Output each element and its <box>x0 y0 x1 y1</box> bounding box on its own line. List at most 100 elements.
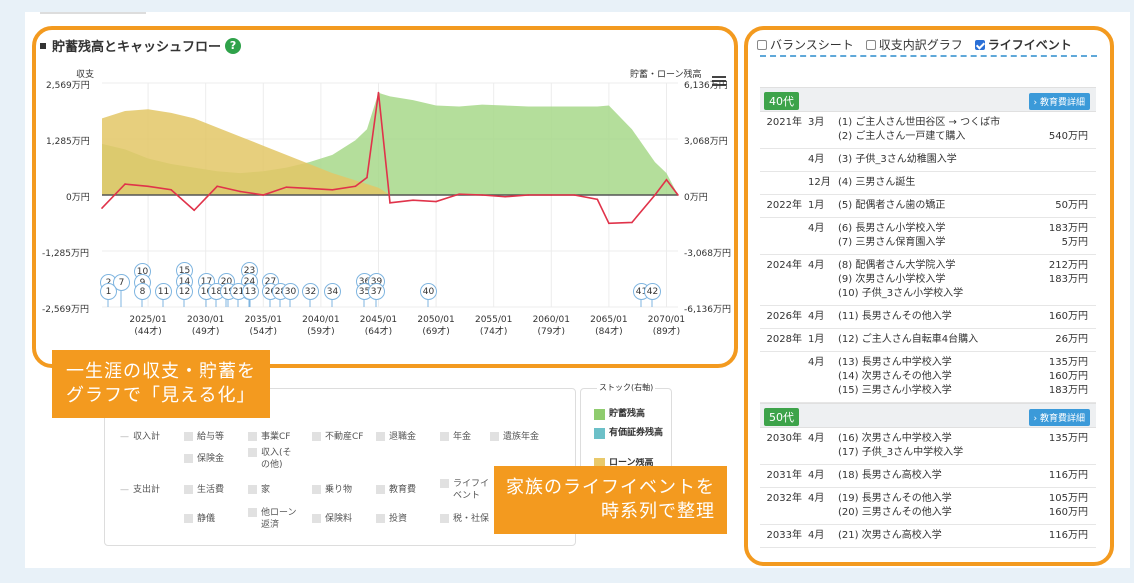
event-marker[interactable]: 8 <box>134 283 151 300</box>
event-row[interactable]: 2021年 3月 (1) ご主人さん世田谷区 → つくば市 (2) ご主人さん一戸建て… <box>760 112 1096 149</box>
x-tick-year: 2065/01 <box>590 315 628 325</box>
event-row[interactable]: 2028年 1月 (12) ご主人さん自転車4台購入 26万円 <box>760 329 1096 352</box>
event-month: 4月 <box>808 260 825 271</box>
checkbox-icon[interactable] <box>757 39 767 50</box>
legend-item[interactable]: 保険金 <box>184 453 224 465</box>
legend-item[interactable]: 乗り物 <box>312 484 352 496</box>
stock-item-savings[interactable]: 貯蓄残高 <box>594 409 674 420</box>
event-marker[interactable]: 13 <box>242 283 259 300</box>
legend-item[interactable]: 投資 <box>376 513 407 525</box>
event-cost: 212万円 <box>1048 260 1088 271</box>
legend-item[interactable]: 他ローン返済 <box>248 507 302 531</box>
legend-item[interactable]: 教育費 <box>376 484 416 496</box>
left-tick: 1,285万円 <box>46 137 90 147</box>
event-label: (15) 三男さん小学校入学 <box>838 385 952 396</box>
event-item: (20) 三男さんその他入学 160万円 <box>838 506 1096 520</box>
legend-expense-total[interactable]: — 支出計 <box>120 485 161 495</box>
event-marker[interactable]: 12 <box>176 283 193 300</box>
event-item: (18) 長男さん高校入学 116万円 <box>838 469 1096 483</box>
event-marker[interactable]: 40 <box>420 283 437 300</box>
x-tick-age: (59才) <box>307 327 335 337</box>
right-tick: 6,136万円 <box>684 81 728 91</box>
legend-item[interactable]: 遺族年金 <box>490 431 539 443</box>
x-tick-label: 2045/01 (64才) <box>353 314 403 338</box>
event-month: 1月 <box>808 200 825 211</box>
event-year: 2032年 <box>766 493 802 504</box>
checkbox-icon[interactable] <box>865 39 876 50</box>
age-group-header: 50代 › 教育費詳細 <box>760 403 1096 428</box>
event-label: (21) 次男さん高校入学 <box>838 530 942 541</box>
help-icon[interactable]: ? <box>225 37 242 54</box>
x-tick-label: 2035/01 (54才) <box>238 314 288 338</box>
legend-item[interactable]: 生活費 <box>184 484 224 496</box>
age-badge: 40代 <box>764 92 799 110</box>
x-tick-label: 2030/01 (49才) <box>181 314 231 338</box>
legend-item[interactable]: 収入(その他) <box>248 447 300 471</box>
stock-item-securities[interactable]: 有価証券残高 <box>594 428 674 439</box>
event-marker[interactable]: 30 <box>282 283 299 300</box>
events-highlight-frame <box>744 26 1114 566</box>
event-row[interactable]: 2026年 4月 (11) 長男さんその他入学 160万円 <box>760 306 1096 329</box>
event-label: (5) 配偶者さん歯の矯正 <box>838 200 946 211</box>
x-tick-year: 2045/01 <box>359 315 398 325</box>
event-row[interactable]: 2033年 4月 (21) 次男さん高校入学 116万円 <box>760 525 1096 548</box>
tab-income-breakdown[interactable]: 収支内訳グラフ <box>865 36 963 53</box>
event-row[interactable]: 12月 (4) 三男さん誕生 <box>760 172 1096 195</box>
event-marker[interactable]: 7 <box>113 274 130 291</box>
event-month: 4月 <box>808 493 825 504</box>
event-cost: 135万円 <box>1048 357 1088 368</box>
event-cost: 5万円 <box>1061 237 1088 248</box>
event-row[interactable]: 4月 (3) 子供_3さん幼稚園入学 <box>760 149 1096 172</box>
event-row[interactable]: 4月 (13) 長男さん中学校入学 135万円 (14) 次男さんその他入学 160万円… <box>760 352 1096 403</box>
event-month: 4月 <box>808 357 825 368</box>
x-tick-label: 2065/01 (84才) <box>584 314 634 338</box>
tab-life-events[interactable]: ライフイベント <box>974 36 1072 53</box>
legend-item[interactable]: 年金 <box>440 431 471 443</box>
education-cost-button[interactable]: › 教育費詳細 <box>1028 409 1090 426</box>
legend-item[interactable]: 家 <box>248 484 270 496</box>
x-tick-year: 2050/01 <box>417 315 455 325</box>
legend-item[interactable]: 退職金 <box>376 431 416 443</box>
legend-income-total[interactable]: — 収入計 <box>120 432 161 442</box>
tab-balance-sheet[interactable]: バランスシート <box>757 36 854 53</box>
event-cost: 183万円 <box>1048 274 1088 285</box>
x-tick-age: (74才) <box>479 327 508 337</box>
event-row[interactable]: 2022年 1月 (5) 配偶者さん歯の矯正 50万円 <box>760 195 1096 218</box>
callout-events: 家族のライフイベントを 時系列で整理 <box>494 466 727 534</box>
event-item: (10) 子供_3さん小学校入学 <box>838 287 1096 301</box>
event-cost: 183万円 <box>1048 385 1088 396</box>
event-month: 12月 <box>808 177 831 188</box>
event-marker[interactable]: 42 <box>644 283 661 300</box>
event-cost: 160万円 <box>1048 371 1088 382</box>
checked-checkbox-icon[interactable] <box>974 39 985 50</box>
legend-item[interactable]: 給与等 <box>184 431 224 443</box>
event-row[interactable]: 2031年 4月 (18) 長男さん高校入学 116万円 <box>760 465 1096 488</box>
event-row[interactable]: 2032年 4月 (19) 長男さんその他入学 105万円 (20) 三男さんその他入学… <box>760 488 1096 525</box>
education-cost-button[interactable]: › 教育費詳細 <box>1028 93 1090 110</box>
age-group-header: 40代 › 教育費詳細 <box>760 87 1096 112</box>
legend-item[interactable]: 不動産CF <box>312 431 363 443</box>
legend-item[interactable]: 事業CF <box>248 431 290 443</box>
event-month: 4月 <box>808 530 825 541</box>
event-marker[interactable]: 32 <box>302 283 319 300</box>
event-label: (17) 子供_3さん中学校入学 <box>838 447 964 458</box>
x-tick-age: (89才) <box>652 327 681 337</box>
event-row[interactable]: 2030年 4月 (16) 次男さん中学校入学 135万円 (17) 子供_3さん中学校… <box>760 428 1096 465</box>
x-tick-year: 2055/01 <box>474 315 513 325</box>
legend-item[interactable]: ライフイベント <box>440 478 492 502</box>
legend-item[interactable]: 税・社保 <box>440 513 489 525</box>
divider <box>40 12 146 14</box>
event-marker[interactable]: 1 <box>100 283 117 300</box>
x-tick-year: 2070/01 <box>647 315 686 325</box>
legend-item[interactable]: 保険料 <box>312 513 352 525</box>
event-marker[interactable]: 11 <box>155 283 172 300</box>
securities-swatch <box>594 428 605 439</box>
event-month: 4月 <box>808 154 825 165</box>
chart-menu-icon[interactable] <box>712 76 726 86</box>
event-row[interactable]: 2024年 4月 (8) 配偶者さん大学院入学 212万円 (9) 次男さん小学校入学 1… <box>760 255 1096 306</box>
event-row[interactable]: 4月 (6) 長男さん小学校入学 183万円 (7) 三男さん保育園入学 5万円 <box>760 218 1096 255</box>
event-marker[interactable]: 37 <box>368 283 385 300</box>
stock-item-loan[interactable]: ローン残高 <box>594 458 674 468</box>
event-marker[interactable]: 34 <box>324 283 341 300</box>
legend-item[interactable]: 静儀 <box>184 513 215 525</box>
